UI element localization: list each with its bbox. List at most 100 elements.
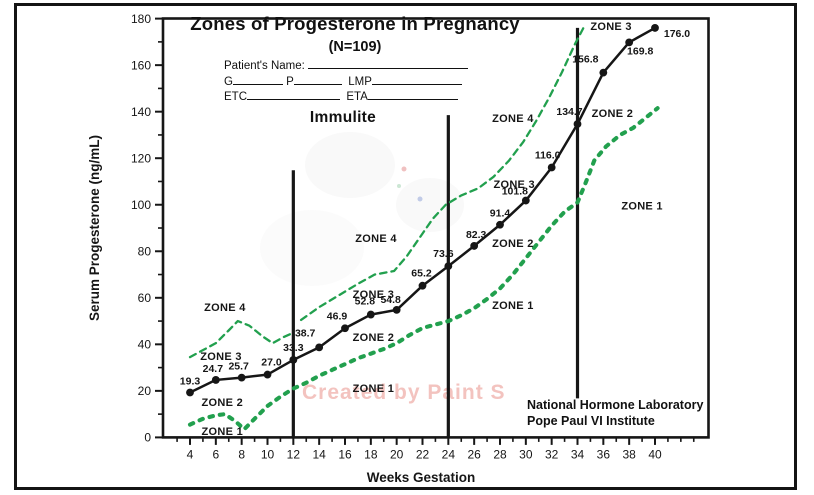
zone-label: ZONE 2 — [353, 332, 395, 344]
data-point-label: 27.0 — [261, 357, 282, 369]
data-point-label: 33.3 — [283, 342, 304, 354]
data-point-label: 52.8 — [355, 296, 376, 308]
zone-label: ZONE 1 — [621, 200, 663, 212]
x-tick-label: 10 — [261, 447, 275, 461]
data-point — [599, 68, 608, 77]
data-point — [418, 281, 427, 290]
x-tick-label: 18 — [364, 447, 378, 461]
x-tick-label: 20 — [390, 447, 404, 461]
data-point-label: 24.7 — [203, 363, 224, 375]
zone-label: ZONE 2 — [592, 108, 634, 120]
data-point — [651, 24, 659, 32]
watermark: Created by Paint S — [302, 381, 506, 404]
para-field — [293, 74, 342, 85]
patient-name-label: Patient's Name: — [224, 60, 305, 72]
x-axis: 4 6 8 10 12 14 16 18 20 22 24 26 28 30 32 34 36 38 40 — [176, 437, 695, 461]
x-tick-label: 14 — [312, 447, 326, 461]
data-point-label: 54.8 — [380, 294, 401, 306]
y-tick-label: 140 — [131, 105, 151, 119]
lmp-label: LMP — [348, 75, 372, 88]
x-tick-label: 16 — [338, 447, 352, 461]
x-tick-label: 24 — [442, 447, 456, 461]
zone-label: ZONE 4 — [355, 233, 397, 245]
x-tick-label: 36 — [597, 447, 611, 461]
y-tick-label: 20 — [138, 384, 152, 398]
x-tick-label: 34 — [571, 447, 585, 461]
data-point — [444, 262, 453, 271]
data-point — [289, 356, 298, 364]
data-point-label: 134.7 — [556, 106, 582, 118]
data-point-label: 116.0 — [535, 150, 561, 162]
data-point-label: 46.9 — [327, 310, 348, 322]
data-point-label: 156.8 — [572, 54, 598, 66]
para-label: P — [286, 75, 294, 88]
x-tick-label: 38 — [622, 447, 636, 461]
data-point — [573, 120, 582, 128]
etc-field — [247, 89, 340, 100]
data-point-label: 25.7 — [228, 361, 249, 373]
zone-label: ZONE 4 — [204, 302, 246, 314]
data-point — [341, 324, 349, 333]
y-axis: 0 20 40 60 80 100 120 140 160 180 — [131, 12, 163, 445]
data-point-label: 38.7 — [295, 327, 316, 339]
y-tick-label: 60 — [138, 291, 152, 305]
gravida-field — [232, 74, 283, 85]
x-tick-label: 30 — [519, 447, 533, 461]
zone-label: ZONE 3 — [353, 289, 395, 301]
data-point — [263, 370, 272, 379]
data-point-label: 19.3 — [180, 375, 201, 387]
zone-label: ZONE 4 — [492, 113, 534, 125]
gravida-label: G — [224, 75, 233, 88]
footer-lab-name: National Hormone Laboratory — [527, 398, 704, 412]
chart-title: Zones of Progesterone in Pregnancy — [190, 13, 520, 34]
ghost-watermark-blobs — [260, 132, 464, 286]
data-point — [521, 196, 530, 205]
zone-label: ZONE 2 — [492, 238, 534, 250]
y-tick-label: 160 — [131, 58, 151, 72]
eta-field — [367, 89, 458, 100]
zone-boundary-upper — [188, 23, 587, 359]
eta-label: ETA — [346, 91, 368, 103]
patient-name-field — [308, 58, 469, 69]
data-point — [237, 373, 246, 382]
y-axis-title: Serum Progesterone (ng/mL) — [87, 135, 102, 321]
y-tick-label: 180 — [131, 12, 151, 26]
data-point-label: 73.6 — [433, 248, 454, 260]
zone-label: ZONE 1 — [353, 383, 395, 395]
x-tick-label: 22 — [416, 447, 430, 461]
zone-label: ZONE 3 — [200, 351, 242, 363]
zone-label: ZONE 1 — [492, 300, 534, 312]
data-point — [547, 163, 556, 172]
x-tick-label: 26 — [467, 447, 481, 461]
y-tick-label: 40 — [138, 338, 152, 352]
data-point-label: 169.8 — [627, 45, 653, 57]
footer-note: National Hormone Laboratory Pope Paul VI… — [527, 398, 703, 429]
x-tick-label: 6 — [212, 447, 219, 461]
zone-labels: ZONE 4 ZONE 3 ZONE 2 ZONE 1 ZONE 4 ZONE 3 ZONE… — [200, 21, 663, 438]
y-tick-label: 80 — [138, 244, 152, 258]
zone-label: ZONE 3 — [590, 21, 632, 33]
patient-form-row-3: ETC ETA — [224, 89, 468, 105]
data-point-label: 101.8 — [502, 186, 528, 198]
data-point-label: 65.2 — [411, 268, 432, 280]
data-point — [625, 38, 634, 47]
patient-form-row-2: G P LMP — [224, 74, 468, 90]
mean-line: 19.324.7 25.7 27.033.3 38.7 46.9 52.8 54.8 65.2… — [180, 24, 690, 397]
x-tick-label: 12 — [287, 447, 301, 461]
x-tick-label: 28 — [493, 447, 507, 461]
x-tick-label: 4 — [187, 447, 194, 461]
y-tick-label: 100 — [131, 198, 151, 212]
patient-form: Patient's Name: G P LMP ETC ETA — [224, 58, 469, 105]
section-divider-lines — [291, 27, 580, 438]
chart-subtitle: (N=109) — [328, 39, 382, 55]
data-point — [470, 242, 479, 250]
lmp-field — [371, 74, 462, 85]
data-point — [366, 310, 375, 319]
zone-label: ZONE 3 — [493, 179, 535, 191]
assay-label: Immulite — [309, 109, 377, 126]
y-tick-label: 120 — [131, 151, 151, 165]
data-point-label: 176.0 — [664, 28, 690, 40]
zone-label: ZONE 2 — [202, 397, 244, 409]
